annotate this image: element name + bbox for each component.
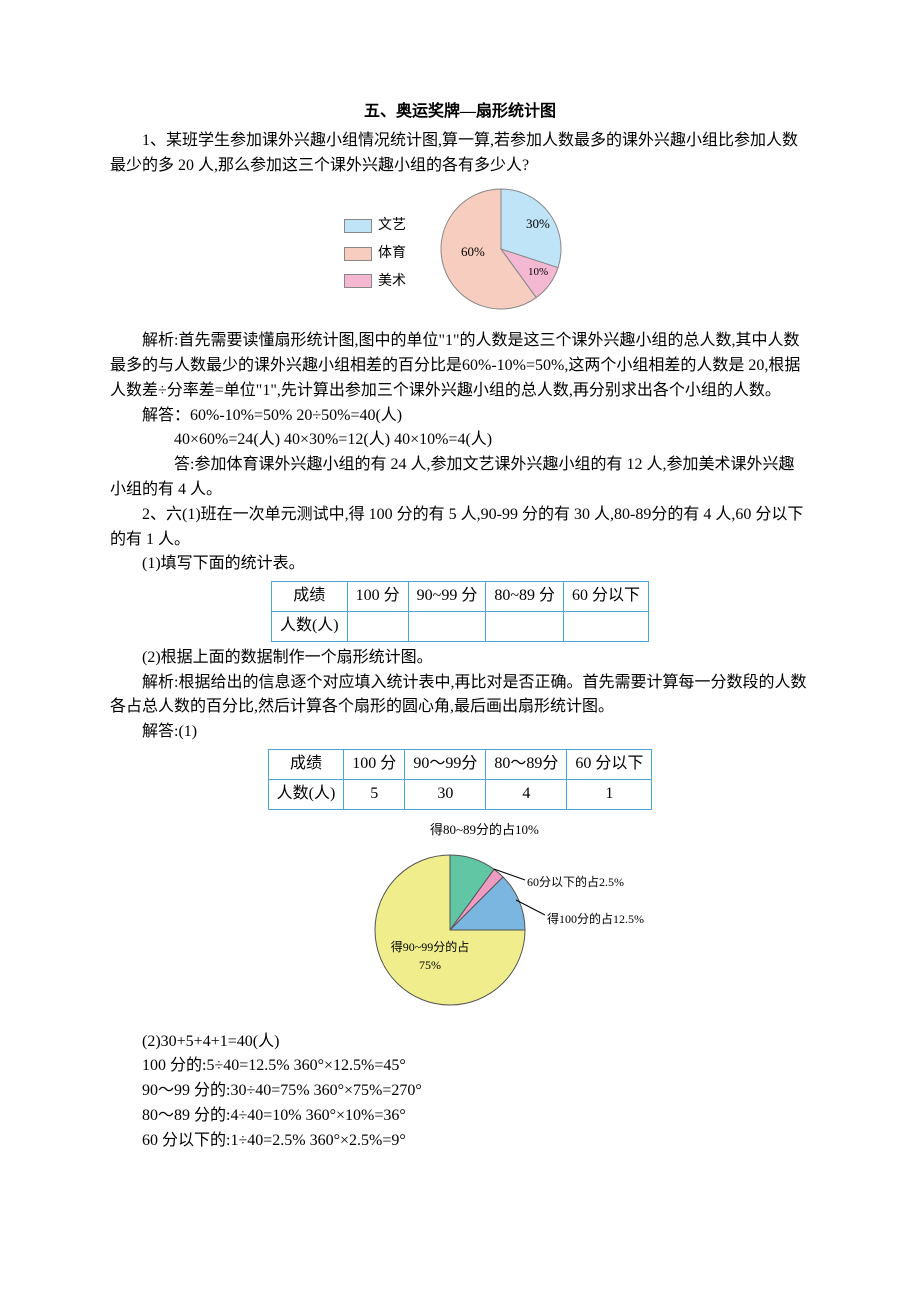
q2-analysis: 解析:根据给出的信息逐个对应填入统计表中,再比对是否正确。首先需要计算每一分数段… bbox=[110, 671, 810, 721]
t1-rowlabel: 人数(人) bbox=[271, 611, 347, 641]
t1-h0: 成绩 bbox=[271, 582, 347, 612]
t2-v3: 1 bbox=[567, 779, 652, 809]
t1-h3: 80~89 分 bbox=[486, 582, 564, 612]
t1-h2: 90~99 分 bbox=[408, 582, 486, 612]
page-title: 五、奥运奖牌—扇形统计图 bbox=[110, 100, 810, 125]
swatch-b bbox=[344, 247, 372, 261]
t1-h1: 100 分 bbox=[347, 582, 408, 612]
legend-label-c: 美术 bbox=[378, 271, 406, 293]
calc-l0: 100 分的:5÷40=12.5% 360°×12.5%=45° bbox=[142, 1054, 810, 1079]
swatch-a bbox=[344, 219, 372, 233]
t1-c4 bbox=[564, 611, 649, 641]
t1-c1 bbox=[347, 611, 408, 641]
q2-calc: (2)30+5+4+1=40(人) 100 分的:5÷40=12.5% 360°… bbox=[110, 1030, 810, 1154]
q1-legend: 文艺 体育 美术 bbox=[344, 215, 406, 292]
legend-item-a: 文艺 bbox=[344, 215, 406, 237]
slice-label-a: 30% bbox=[526, 214, 550, 234]
q1-solve2: 40×60%=24(人) 40×30%=12(人) 40×10%=4(人) bbox=[110, 428, 810, 453]
legend-label-a: 文艺 bbox=[378, 215, 406, 237]
label-60: 60分以下的占2.5% bbox=[527, 873, 624, 892]
calc-l1: 90～99 分的:30÷40=75% 360°×75%=270° bbox=[142, 1079, 810, 1104]
t2-rowlabel: 人数(人) bbox=[268, 779, 344, 809]
t1-h4: 60 分以下 bbox=[564, 582, 649, 612]
calc-l3: 60 分以下的:1÷40=2.5% 360°×2.5%=9° bbox=[142, 1129, 810, 1154]
t2-h1: 100 分 bbox=[344, 749, 405, 779]
legend-item-b: 体育 bbox=[344, 243, 406, 265]
q2-table1: 成绩 100 分 90~99 分 80~89 分 60 分以下 人数(人) bbox=[271, 581, 649, 642]
slice-label-c: 10% bbox=[528, 264, 548, 281]
t2-h3: 80～89分 bbox=[486, 749, 567, 779]
t1-c2 bbox=[408, 611, 486, 641]
q1-pie: 30% 60% 10% bbox=[426, 184, 576, 323]
label-9099: 得90~99分的占75% bbox=[385, 938, 475, 975]
table-row: 成绩 100 分 90~99 分 80~89 分 60 分以下 bbox=[271, 582, 648, 612]
table-row: 人数(人) bbox=[271, 611, 648, 641]
q1-text: 1、某班学生参加课外兴趣小组情况统计图,算一算,若参加人数最多的课外兴趣小组比参… bbox=[110, 129, 810, 179]
q2-chart: 得80~89分的占10% 60分以下的占2.5% 得100分的占12.5% 得9… bbox=[110, 820, 810, 1020]
swatch-c bbox=[344, 274, 372, 288]
q1-solve1: 解答：60%-10%=50% 20÷50%=40(人) bbox=[110, 404, 810, 429]
q1-chart: 文艺 体育 美术 30% 60% 10% bbox=[110, 184, 810, 323]
t2-h0: 成绩 bbox=[268, 749, 344, 779]
slice-label-b: 60% bbox=[461, 242, 485, 262]
t1-c3 bbox=[486, 611, 564, 641]
label-100: 得100分的占12.5% bbox=[547, 910, 644, 929]
calc-title: (2)30+5+4+1=40(人) bbox=[142, 1030, 810, 1055]
table-row: 成绩 100 分 90～99分 80～89分 60 分以下 bbox=[268, 749, 652, 779]
q1-answer: 答:参加体育课外兴趣小组的有 24 人,参加文艺课外兴趣小组的有 12 人,参加… bbox=[110, 453, 810, 503]
q1-analysis: 解析:首先需要读懂扇形统计图,图中的单位"1"的人数是这三个课外兴趣小组的总人数… bbox=[110, 329, 810, 403]
q2-solve-label: 解答:(1) bbox=[110, 720, 810, 745]
q2-sub1: (1)填写下面的统计表。 bbox=[110, 552, 810, 577]
t2-v1: 30 bbox=[405, 779, 486, 809]
table-row: 人数(人) 5 30 4 1 bbox=[268, 779, 652, 809]
calc-l2: 80～89 分的:4÷40=10% 360°×10%=36° bbox=[142, 1104, 810, 1129]
t2-h2: 90～99分 bbox=[405, 749, 486, 779]
q2-sub2: (2)根据上面的数据制作一个扇形统计图。 bbox=[110, 646, 810, 671]
q2-table2: 成绩 100 分 90～99分 80～89分 60 分以下 人数(人) 5 30… bbox=[268, 749, 653, 810]
t2-v0: 5 bbox=[344, 779, 405, 809]
q2-text: 2、六(1)班在一次单元测试中,得 100 分的有 5 人,90-99 分的有 … bbox=[110, 503, 810, 553]
legend-item-c: 美术 bbox=[344, 271, 406, 293]
t2-v2: 4 bbox=[486, 779, 567, 809]
t2-h4: 60 分以下 bbox=[567, 749, 652, 779]
label-8089: 得80~89分的占10% bbox=[430, 820, 539, 840]
legend-label-b: 体育 bbox=[378, 243, 406, 265]
